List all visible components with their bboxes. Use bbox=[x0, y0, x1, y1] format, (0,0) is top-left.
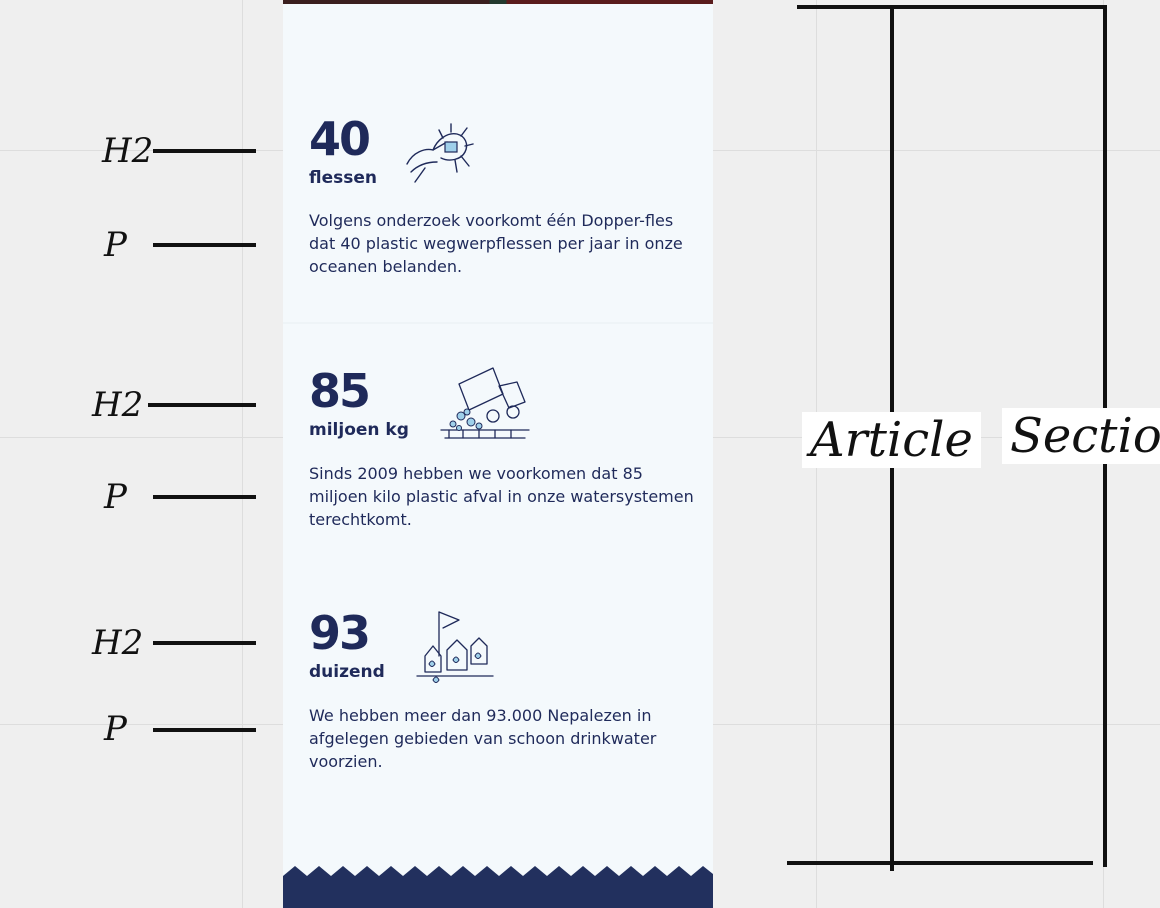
stat-number: 85 bbox=[309, 364, 371, 418]
stat-unit: duizend bbox=[309, 662, 385, 682]
stat-description: Sinds 2009 hebben we voorkomen dat 85 mi… bbox=[309, 464, 694, 529]
h2-annotation-3: H2 bbox=[92, 623, 144, 663]
article-label: Article bbox=[802, 412, 981, 468]
stat-unit: miljoen kg bbox=[309, 420, 409, 440]
stat-block-people: 93 duizend We hebben meer dan 93.000 Nep… bbox=[309, 606, 699, 771]
p-annotation-3: P bbox=[104, 709, 127, 749]
h2-annotation-1: H2 bbox=[102, 131, 154, 171]
p-annotation-2: P bbox=[104, 477, 127, 517]
stat-unit: flessen bbox=[309, 168, 377, 188]
annotation-leader bbox=[153, 641, 256, 645]
stat-block-plastic: 85 miljoen kg Sinds 2009 hebben we voork… bbox=[309, 364, 699, 529]
annotation-leader bbox=[153, 495, 256, 499]
annotation-leader bbox=[153, 243, 256, 247]
h2-annotation-2: H2 bbox=[92, 385, 144, 425]
phone-mockup: 40 flessen Volgens onderzoek voorkomt éé… bbox=[283, 0, 713, 908]
stat-block-bottles: 40 flessen Volgens onderzoek voorkomt éé… bbox=[309, 112, 699, 276]
village-flag-water-icon bbox=[416, 611, 494, 683]
bracket-bottom-edge bbox=[787, 861, 1093, 865]
footer-wave bbox=[283, 866, 713, 908]
annotation-leader bbox=[153, 149, 256, 153]
hero-image-edge bbox=[283, 0, 713, 4]
annotation-leader bbox=[148, 403, 256, 407]
annotation-leader bbox=[153, 728, 256, 732]
section-label: Section bbox=[1002, 408, 1160, 464]
stat-description: We hebben meer dan 93.000 Nepalezen in a… bbox=[309, 706, 657, 771]
dump-truck-plastic-icon bbox=[440, 367, 530, 439]
stat-number: 93 bbox=[309, 606, 371, 660]
p-annotation-1: P bbox=[104, 225, 127, 265]
block-divider bbox=[283, 322, 713, 324]
section-top-edge bbox=[797, 5, 1107, 9]
hand-squeezing-bottle-icon bbox=[406, 123, 474, 183]
stat-number: 40 bbox=[309, 112, 371, 166]
stat-description: Volgens onderzoek voorkomt één Dopper-fl… bbox=[309, 211, 683, 276]
